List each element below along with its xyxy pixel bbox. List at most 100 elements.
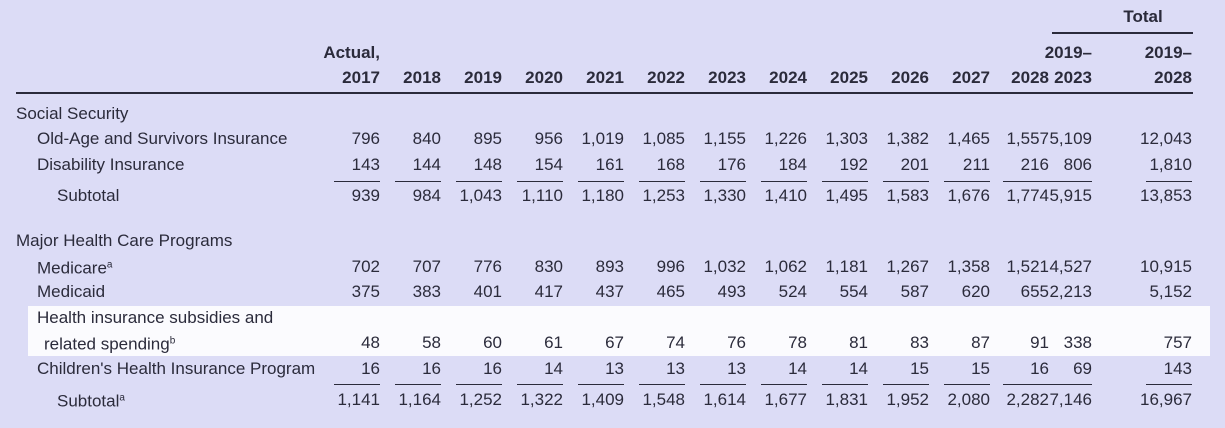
column-header: 2023 [972, 68, 1092, 88]
cell-value: 417 [443, 282, 563, 302]
row-label: Health insurance subsidies and [37, 308, 273, 328]
column-header: 2019 [382, 68, 502, 88]
cell-value: 493 [626, 282, 746, 302]
subtotal-rule [456, 181, 502, 182]
subtotal-value: 7,146 [972, 390, 1092, 410]
cell-value: 14 [687, 359, 807, 379]
cell-value: 1,032 [626, 257, 746, 277]
subtotal-value-text: 1,495 [825, 186, 868, 205]
row-label-text: Disability Insurance [37, 155, 185, 174]
total-header: Total [1123, 7, 1162, 27]
cell-value: 58 [321, 333, 441, 353]
cell-value: 1,019 [504, 129, 624, 149]
subtotal-value: 1,180 [504, 186, 624, 206]
subtotal-value: 5,915 [972, 186, 1092, 206]
subtotal-rule [700, 384, 746, 385]
cell-value-text: 168 [656, 155, 685, 174]
subtotal-value: 1,952 [809, 390, 929, 410]
cell-value-text: 143 [351, 155, 380, 174]
cell-value-text: 417 [534, 282, 563, 301]
subtotal-value: 1,677 [687, 390, 807, 410]
column-header-text: 2028 [1154, 68, 1192, 87]
cell-value-text: 1,557 [1006, 129, 1049, 148]
cell-value-text: 61 [544, 333, 563, 352]
cell-value-text: 493 [717, 282, 746, 301]
cell-value-text: 554 [839, 282, 868, 301]
subtotal-rule [395, 384, 441, 385]
cell-value-text: 1,465 [947, 129, 990, 148]
subtotal-value-text: 2,282 [1006, 390, 1049, 409]
subtotal-value: 1,043 [382, 186, 502, 206]
subtotal-value: 13,853 [1072, 186, 1192, 206]
cell-value: 437 [504, 282, 624, 302]
subtotal-value: 1,141 [260, 390, 380, 410]
cell-value: 81 [748, 333, 868, 353]
subtotal-value-text: 1,952 [886, 390, 929, 409]
cell-value-text: 893 [595, 257, 624, 276]
subtotal-value-text: 1,614 [703, 390, 746, 409]
subtotal-rule [456, 384, 502, 385]
cell-value: 1,226 [687, 129, 807, 149]
subtotal-rule [334, 384, 380, 385]
cell-value: 12,043 [1072, 129, 1192, 149]
cell-value: 148 [382, 155, 502, 175]
subtotal-rule [517, 384, 563, 385]
subtotal-rule [883, 181, 929, 182]
cell-value-text: 524 [778, 282, 807, 301]
cell-value-text: 14 [788, 359, 807, 378]
cell-value-text: 16 [361, 359, 380, 378]
subtotal-value-text: 1,409 [581, 390, 624, 409]
subtotal-value: 984 [321, 186, 441, 206]
subtotal-label-text: Subtotal [57, 186, 120, 205]
cell-value: 14 [748, 359, 868, 379]
cell-value: 338 [972, 333, 1092, 353]
column-header: 2018 [321, 68, 441, 88]
subtotal-value: 1,164 [321, 390, 441, 410]
cell-value-text: 776 [473, 257, 502, 276]
cell-value: 4,527 [972, 257, 1092, 277]
cell-value: 1,557 [929, 129, 1049, 149]
cell-value: 893 [504, 257, 624, 277]
cell-value: 375 [260, 282, 380, 302]
column-header: 2027 [870, 68, 990, 88]
cell-value: 76 [626, 333, 746, 353]
subtotal-label: Subtotala [57, 389, 125, 412]
column-header-text: 2028 [1011, 68, 1049, 87]
cell-value-text: 1,181 [825, 257, 868, 276]
subtotal-label: Subtotal [57, 186, 119, 206]
column-header: 2025 [748, 68, 868, 88]
subtotal-value-text: 1,180 [581, 186, 624, 205]
subtotal-value-text: 1,330 [703, 186, 746, 205]
cell-value: 1,521 [929, 257, 1049, 277]
cell-value-text: 1,267 [886, 257, 929, 276]
cell-value-text: 16 [422, 359, 441, 378]
footnote-marker: a [119, 392, 125, 404]
cell-value: 144 [321, 155, 441, 175]
cell-value-text: 757 [1163, 333, 1192, 352]
column-header-text: 2019– [1144, 43, 1192, 62]
cell-value: 15 [809, 359, 929, 379]
subtotal-value-text: 939 [351, 186, 380, 205]
cell-value-text: 1,085 [642, 129, 685, 148]
row-label: Medicaid [37, 282, 105, 302]
cell-value-text: 216 [1020, 155, 1049, 174]
row-label-text: Old-Age and Survivors Insurance [37, 129, 288, 148]
cell-value: 996 [565, 257, 685, 277]
section-title-text: Major Health Care Programs [16, 231, 233, 250]
cell-value: 1,267 [809, 257, 929, 277]
cell-value-text: 437 [595, 282, 624, 301]
cell-value: 1,181 [748, 257, 868, 277]
cell-value-text: 74 [666, 333, 685, 352]
column-header: Actual, [260, 43, 380, 63]
cell-value-text: 154 [534, 155, 563, 174]
row-label-text: related spending [44, 334, 170, 354]
cell-value: 69 [972, 359, 1092, 379]
cell-value: 143 [260, 155, 380, 175]
section-title-text: Social Security [16, 104, 129, 123]
column-header: 2019– [1072, 43, 1192, 63]
cell-value: 2,213 [972, 282, 1092, 302]
subtotal-value: 1,410 [687, 186, 807, 206]
subtotal-rule [1046, 384, 1092, 385]
cell-value-text: 796 [351, 129, 380, 148]
column-header-text: 2024 [769, 68, 807, 87]
